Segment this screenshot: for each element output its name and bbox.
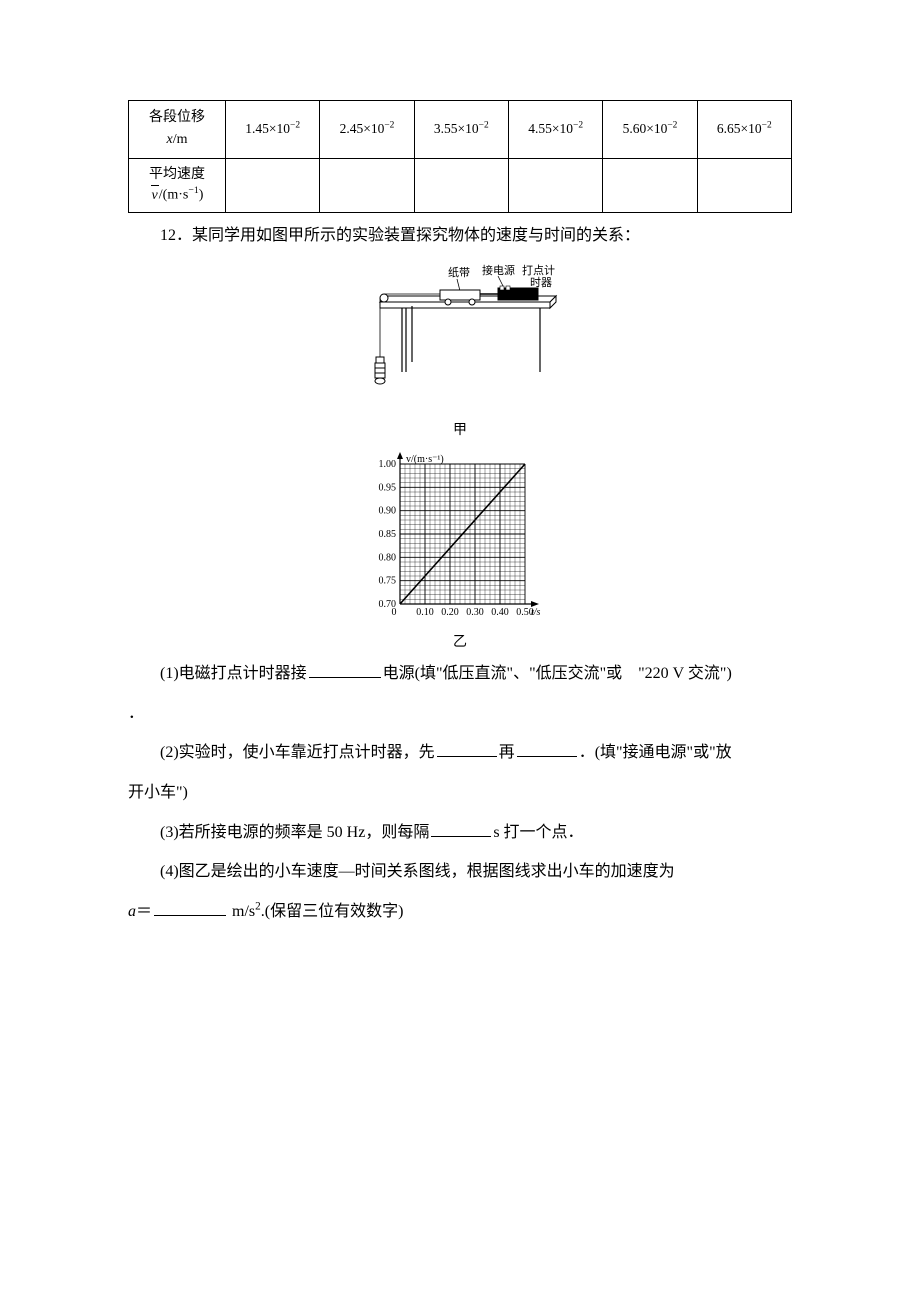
svg-text:1.00: 1.00 <box>379 459 397 470</box>
q12-p4: (4)图乙是绘出的小车速度—时间关系图线，根据图线求出小车的加速度为 <box>128 855 792 889</box>
table-cell <box>320 158 414 212</box>
table-cell: 6.65×10−2 <box>697 101 791 159</box>
timer-label-l1: 打点计 <box>522 263 555 277</box>
apparatus-caption: 甲 <box>340 419 580 439</box>
table-row: 平均速度 v/(m·s−1) <box>129 158 792 212</box>
q12-p3: (3)若所接电源的频率是 50 Hz，则每隔s 打一个点． <box>128 816 792 850</box>
svg-text:0.10: 0.10 <box>416 607 434 618</box>
row1-label: 各段位移 x/m <box>129 101 226 159</box>
table-cell: 5.60×10−2 <box>603 101 697 159</box>
q12-p2-cont: 开小车") <box>128 776 792 810</box>
displacement-table: 各段位移 x/m 1.45×10−2 2.45×10−2 3.55×10−2 4… <box>128 100 792 213</box>
svg-text:0.90: 0.90 <box>379 506 397 517</box>
blank <box>154 899 226 916</box>
table-cell: 3.55×10−2 <box>414 101 508 159</box>
blank <box>431 820 491 837</box>
apparatus-figure: 纸带 接电源 打点计 时器 <box>128 262 792 439</box>
power-label: 接电源 <box>482 263 515 277</box>
svg-text:0.95: 0.95 <box>379 483 397 494</box>
graph-caption: 乙 <box>360 631 560 651</box>
row2-exp: −1 <box>188 185 198 196</box>
row2-label: 平均速度 v/(m·s−1) <box>129 158 226 212</box>
q12-lead: 12．某同学用如图甲所示的实验装置探究物体的速度与时间的关系： <box>128 219 792 253</box>
svg-text:0: 0 <box>392 607 397 618</box>
svg-text:0.20: 0.20 <box>441 607 459 618</box>
row2-unit: /(m·s <box>159 188 189 203</box>
table-cell: 2.45×10−2 <box>320 101 414 159</box>
table-row: 各段位移 x/m 1.45×10−2 2.45×10−2 3.55×10−2 4… <box>129 101 792 159</box>
q12-p2: (2)实验时，使小车靠近打点计时器，先再．(填"接通电源"或"放 <box>128 736 792 770</box>
row1-unit: /m <box>173 132 188 147</box>
table-cell <box>508 158 602 212</box>
svg-text:0.30: 0.30 <box>466 607 484 618</box>
svg-text:t/s: t/s <box>531 607 541 618</box>
blank <box>517 740 577 757</box>
table-cell: 1.45×10−2 <box>226 101 320 159</box>
q12-p1-dot: ． <box>128 697 792 731</box>
row2-close: ) <box>199 188 204 203</box>
svg-text:0.80: 0.80 <box>379 553 397 564</box>
apparatus-svg: 纸带 接电源 打点计 时器 <box>340 262 580 412</box>
row1-label-line1: 各段位移 <box>149 110 205 125</box>
svg-text:0.75: 0.75 <box>379 576 397 587</box>
graph-figure: 0.700.750.800.850.900.951.0000.100.200.3… <box>128 449 792 651</box>
timer-label-l2: 时器 <box>530 276 552 289</box>
table-cell <box>697 158 791 212</box>
svg-text:0.85: 0.85 <box>379 529 397 540</box>
table-cell: 4.55×10−2 <box>508 101 602 159</box>
table-cell <box>226 158 320 212</box>
blank <box>309 661 381 678</box>
q12-p1: (1)电磁打点计时器接电源(填"低压直流"、"低压交流"或 "220 V 交流"… <box>128 657 792 691</box>
row2-var: v <box>151 185 159 206</box>
table-cell <box>414 158 508 212</box>
blank <box>437 740 497 757</box>
table-cell <box>603 158 697 212</box>
svg-text:v/(m·s⁻¹): v/(m·s⁻¹) <box>406 454 444 465</box>
q12-p5: a＝ m/s2.(保留三位有效数字) <box>128 895 792 929</box>
row2-label-line1: 平均速度 <box>149 167 205 182</box>
tape-label: 纸带 <box>448 266 470 279</box>
vt-graph-svg: 0.700.750.800.850.900.951.0000.100.200.3… <box>360 449 560 624</box>
svg-text:0.40: 0.40 <box>491 607 509 618</box>
